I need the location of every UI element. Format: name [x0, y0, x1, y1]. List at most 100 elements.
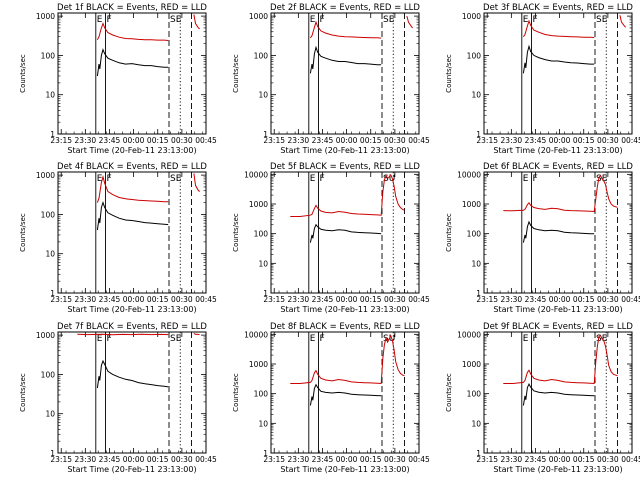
- y-tick-label: 10: [45, 91, 55, 100]
- y-axis-label: Counts/sec: [19, 373, 27, 412]
- series-line: [406, 15, 413, 29]
- series-line: [309, 223, 382, 243]
- event-marker-label: SE: [383, 15, 395, 25]
- x-tick-label: 23:45: [99, 136, 121, 145]
- y-tick-label: 1000: [249, 12, 268, 21]
- panel-title: Det 3f BLACK = Events, RED = LLD: [483, 3, 633, 13]
- y-tick-label: 10000: [457, 170, 481, 179]
- y-axis-label: Counts/sec: [232, 373, 240, 412]
- panel-8: Det 8f BLACK = Events, RED = LLD Counts/s…: [232, 322, 430, 474]
- event-marker-label: E: [310, 334, 316, 344]
- event-marker-label: F: [106, 334, 111, 344]
- event-marker-label: E: [97, 174, 103, 184]
- x-tick-label: 00:00: [549, 295, 571, 304]
- event-marker-label: SE: [170, 15, 182, 25]
- y-tick-label: 100: [41, 210, 56, 219]
- y-tick-label: 100: [467, 230, 482, 239]
- series-line: [290, 174, 405, 217]
- y-tick-label: 10: [258, 259, 268, 268]
- y-tick-label: 1: [50, 449, 55, 458]
- plot-frame: [483, 331, 633, 454]
- panel-title: Det 1f BLACK = Events, RED = LLD: [57, 3, 207, 13]
- x-tick-label: 23:30: [501, 295, 523, 304]
- event-marker-label: F: [319, 334, 324, 344]
- event-marker-label: E: [97, 334, 103, 344]
- series-line: [522, 382, 595, 406]
- y-tick-label: 100: [467, 390, 482, 399]
- y-tick-label: 1: [476, 449, 481, 458]
- panel-title: Det 7f BLACK = Events, RED = LLD: [57, 322, 207, 332]
- x-tick-label: 00:30: [597, 455, 619, 464]
- y-tick-label: 10: [471, 419, 481, 428]
- x-axis-label: Start Time (20-Feb-11 23:13:00): [280, 146, 409, 155]
- y-tick-label: 100: [254, 51, 269, 60]
- series-line: [309, 45, 382, 74]
- y-tick-label: 1000: [249, 360, 268, 369]
- y-axis-label: Counts/sec: [232, 213, 240, 252]
- x-tick-label: 00:45: [408, 455, 430, 464]
- y-tick-label: 100: [467, 51, 482, 60]
- x-tick-label: 00:00: [336, 295, 358, 304]
- y-tick-label: 10000: [244, 170, 268, 179]
- series-line: [290, 334, 405, 385]
- event-marker-label: E: [97, 15, 103, 25]
- x-tick-label: 00:45: [621, 136, 640, 145]
- y-tick-label: 10: [258, 419, 268, 428]
- panel-5: Det 5f BLACK = Events, RED = LLD Counts/s…: [232, 162, 430, 314]
- x-tick-label: 00:45: [621, 455, 640, 464]
- x-tick-label: 23:15: [263, 295, 285, 304]
- x-tick-label: 23:30: [501, 136, 523, 145]
- y-tick-label: 100: [254, 390, 269, 399]
- x-tick-label: 00:45: [195, 136, 217, 145]
- x-tick-label: 23:30: [75, 136, 97, 145]
- y-tick-label: 1: [263, 289, 268, 298]
- event-marker-label: SE: [170, 334, 182, 344]
- x-tick-label: 23:15: [476, 295, 498, 304]
- x-tick-label: 00:00: [123, 136, 145, 145]
- series-line: [309, 383, 382, 406]
- series-line: [522, 19, 595, 38]
- y-tick-label: 1000: [462, 200, 481, 209]
- event-marker-label: F: [532, 15, 537, 25]
- x-tick-label: 23:45: [525, 136, 547, 145]
- x-tick-label: 23:45: [312, 295, 334, 304]
- event-marker-label: F: [319, 15, 324, 25]
- x-tick-label: 00:15: [147, 455, 169, 464]
- x-tick-label: 00:45: [408, 295, 430, 304]
- y-tick-label: 1000: [36, 331, 55, 340]
- y-axis-label: Counts/sec: [232, 54, 240, 93]
- y-tick-label: 10: [471, 91, 481, 100]
- x-tick-label: 00:30: [597, 136, 619, 145]
- x-tick-label: 00:15: [360, 136, 382, 145]
- x-tick-label: 23:30: [501, 455, 523, 464]
- event-marker-label: F: [532, 334, 537, 344]
- x-tick-label: 00:15: [573, 455, 595, 464]
- y-tick-label: 100: [41, 370, 56, 379]
- x-tick-label: 23:15: [263, 136, 285, 145]
- event-marker-label: E: [310, 15, 316, 25]
- x-tick-label: 00:45: [195, 295, 217, 304]
- plot-frame: [270, 171, 420, 294]
- y-axis-label: Counts/sec: [19, 54, 27, 93]
- x-tick-label: 00:30: [171, 295, 193, 304]
- x-tick-label: 00:00: [123, 455, 145, 464]
- x-tick-label: 00:30: [171, 455, 193, 464]
- x-tick-label: 23:15: [50, 455, 72, 464]
- x-tick-label: 00:30: [384, 455, 406, 464]
- series-line: [96, 201, 169, 231]
- panel-7: Det 7f BLACK = Events, RED = LLD Counts/s…: [19, 322, 217, 474]
- plot-frame: [483, 12, 633, 135]
- series-line: [193, 333, 200, 336]
- plot-frame: [270, 12, 420, 135]
- panel-2: Det 2f BLACK = Events, RED = LLD Counts/s…: [232, 3, 430, 155]
- x-tick-label: 00:15: [147, 295, 169, 304]
- x-tick-label: 23:45: [525, 295, 547, 304]
- event-marker-label: F: [319, 174, 324, 184]
- y-axis-label: Counts/sec: [445, 54, 453, 93]
- series-line: [503, 174, 618, 213]
- y-tick-label: 1000: [249, 200, 268, 209]
- x-tick-label: 23:15: [50, 295, 72, 304]
- panel-3: Det 3f BLACK = Events, RED = LLD Counts/s…: [445, 3, 640, 155]
- x-tick-label: 23:30: [75, 295, 97, 304]
- x-tick-label: 23:15: [476, 455, 498, 464]
